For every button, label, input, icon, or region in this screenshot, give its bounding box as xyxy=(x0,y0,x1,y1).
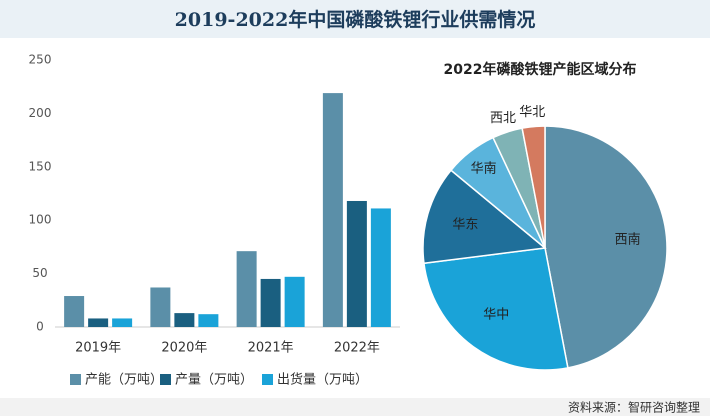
y-tick-label: 200 xyxy=(29,106,52,120)
bar xyxy=(322,93,343,327)
x-tick-label: 2019年 xyxy=(75,341,121,356)
x-tick-label: 2022年 xyxy=(334,341,380,356)
bar xyxy=(112,318,133,327)
pie-slice xyxy=(521,125,546,249)
source: 资料来源：智研咨询整理 xyxy=(568,400,700,415)
bar xyxy=(150,287,171,327)
pie-slice xyxy=(422,169,547,265)
bar xyxy=(198,314,219,327)
y-tick-label: 50 xyxy=(32,266,47,280)
bar xyxy=(284,276,305,327)
bar xyxy=(236,251,257,327)
legend-label: 产量（万吨） xyxy=(175,373,253,388)
legend-swatch xyxy=(262,374,273,385)
bar xyxy=(260,278,281,327)
chart-title: 2019-2022年中国磷酸铁锂行业供需情况 xyxy=(175,8,536,31)
slice-label: 华东 xyxy=(452,217,478,232)
bar xyxy=(174,313,195,327)
pie-slice xyxy=(544,125,668,369)
legend-swatch xyxy=(70,374,81,385)
bar xyxy=(88,318,109,327)
y-tick-label: 250 xyxy=(29,53,52,67)
source-band xyxy=(0,398,710,416)
pie-title: 2022年磷酸铁锂产能区域分布 xyxy=(444,61,637,78)
slice-label: 华南 xyxy=(471,160,497,176)
bar xyxy=(346,200,367,327)
slice-label: 华中 xyxy=(483,308,509,323)
y-tick-label: 150 xyxy=(29,159,52,173)
y-tick-label: 0 xyxy=(36,320,44,334)
slice-label: 华北 xyxy=(519,105,545,120)
slice-label: 西南 xyxy=(615,232,641,248)
pie-slice xyxy=(423,247,569,371)
title-band xyxy=(0,0,710,38)
x-tick-label: 2020年 xyxy=(161,341,207,356)
x-tick-label: 2021年 xyxy=(248,341,294,356)
bar xyxy=(64,296,85,327)
legend-label: 出货量（万吨） xyxy=(277,372,368,388)
y-tick-label: 100 xyxy=(29,213,52,227)
bar xyxy=(370,208,391,327)
legend-label: 产能（万吨） xyxy=(85,373,163,388)
legend-swatch xyxy=(160,374,171,385)
slice-label: 西北 xyxy=(490,111,516,126)
